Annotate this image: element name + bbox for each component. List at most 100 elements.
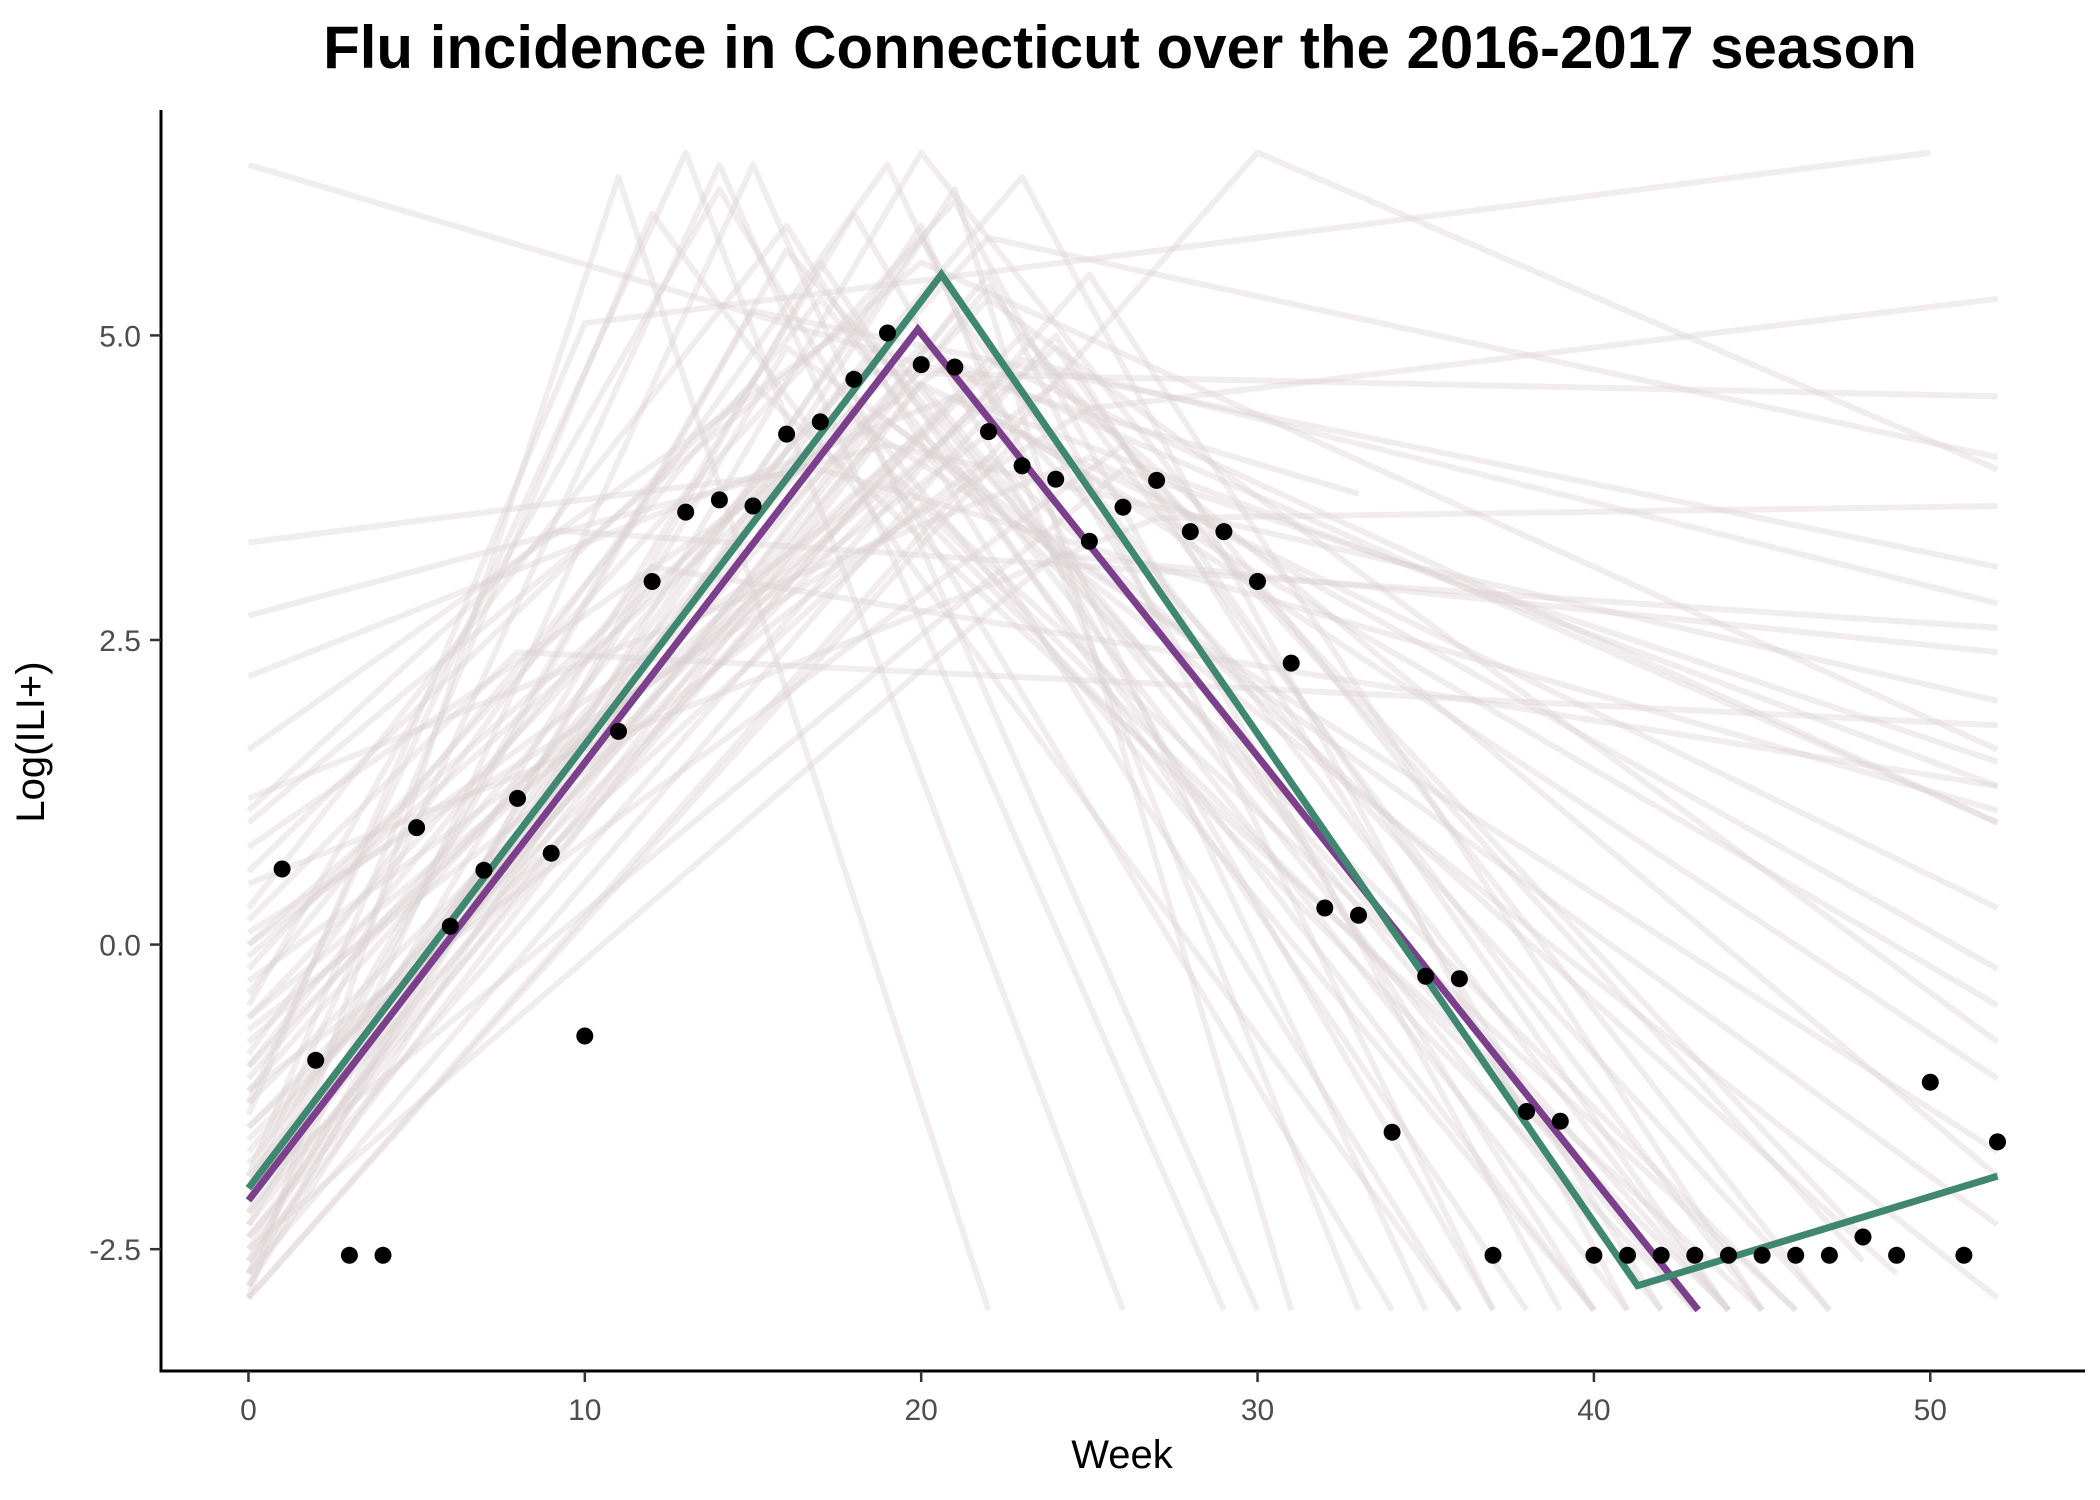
posterior-sample-line — [246, 234, 1597, 1312]
data-point — [610, 722, 627, 740]
posterior-sample-line — [246, 478, 1697, 1313]
posterior-sample-line — [247, 454, 1999, 972]
posterior-sample-line — [246, 356, 1999, 1191]
posterior-sample-line — [246, 442, 1866, 1240]
data-point — [509, 789, 526, 807]
posterior-sample-line — [245, 174, 992, 1312]
posterior-sample-line — [246, 295, 2000, 1069]
data-point — [576, 1027, 594, 1045]
data-point — [1888, 1246, 1906, 1264]
x-tick-label: 20 — [904, 1394, 937, 1427]
posterior-sample-line — [246, 503, 1731, 1313]
data-point — [1484, 1246, 1502, 1264]
posterior-sample-line — [247, 393, 1999, 790]
posterior-sample-line — [246, 417, 2000, 1301]
posterior-sample-line — [246, 381, 2000, 1179]
data-point — [1215, 523, 1233, 541]
posterior-sample-line — [246, 161, 1429, 1312]
fitted-line-2 — [245, 268, 1999, 1290]
posterior-sample-line — [246, 344, 1999, 947]
data-point — [980, 423, 997, 441]
data-point — [307, 1051, 325, 1069]
posterior-sample-line — [245, 161, 1227, 1312]
posterior-sample-line — [247, 442, 1999, 704]
posterior-sample-line — [246, 551, 1998, 1252]
x-tick-label: 0 — [240, 1394, 257, 1427]
x-axis-ticks: 0 10 20 30 40 50 — [240, 1371, 1947, 1427]
data-point — [1854, 1228, 1872, 1246]
posterior-sample-line — [246, 429, 1798, 1313]
data-point — [1249, 573, 1266, 590]
posterior-sample-line — [246, 174, 1631, 1312]
data-point — [340, 1246, 358, 1264]
posterior-sample-line — [245, 186, 1295, 1311]
posterior-sample-line — [245, 149, 1126, 1312]
posterior-sample-line — [246, 295, 1597, 1312]
data-point — [1753, 1246, 1771, 1264]
posterior-sample-line — [246, 527, 1998, 813]
x-tick-label: 40 — [1577, 1394, 1610, 1427]
data-point — [1114, 498, 1132, 516]
posterior-sample-line — [246, 198, 1563, 1312]
posterior-sample-line — [246, 283, 1765, 1312]
posterior-sample-line — [246, 149, 1999, 1300]
data-point — [710, 491, 728, 509]
x-tick-label: 50 — [1914, 1394, 1947, 1427]
posterior-sample-line — [246, 429, 2000, 1300]
y-tick-label: 2.5 — [99, 625, 141, 658]
posterior-sample-line — [246, 222, 1462, 1312]
posterior-sample-line — [246, 454, 1899, 1276]
data-point — [1013, 457, 1031, 475]
posterior-sample-lines — [245, 149, 2000, 1313]
posterior-sample-line — [246, 308, 1731, 1312]
data-point — [912, 356, 930, 374]
data-point — [1921, 1073, 1939, 1091]
posterior-sample-line — [246, 417, 2000, 1155]
posterior-sample-line — [246, 649, 1998, 923]
posterior-sample-line — [245, 149, 1931, 1117]
chart-title: Flu incidence in Connecticut over the 20… — [323, 14, 1917, 81]
posterior-sample-line — [247, 161, 1360, 497]
fitted-lines — [245, 268, 1999, 1313]
data-point — [1417, 967, 1435, 985]
posterior-sample-line — [245, 149, 1832, 1312]
data-point — [1047, 470, 1065, 488]
posterior-sample-line — [246, 381, 1765, 1313]
posterior-sample-line — [245, 161, 1261, 1312]
data-point — [1148, 471, 1166, 489]
fitted-line-1 — [245, 323, 1701, 1313]
posterior-sample-line — [246, 356, 1999, 1142]
data-point — [744, 497, 762, 515]
data-point — [1955, 1246, 1973, 1264]
data-point — [946, 358, 964, 376]
observed-points — [273, 324, 2006, 1264]
posterior-sample-line — [246, 259, 1999, 826]
data-point — [408, 819, 426, 837]
data-point — [1316, 899, 1334, 917]
posterior-sample-line — [246, 381, 1698, 1313]
data-point — [1450, 970, 1468, 988]
y-axis-ticks: -2.5 0.0 2.5 5.0 — [89, 320, 161, 1267]
data-point — [1181, 523, 1199, 541]
data-point — [677, 503, 695, 521]
data-point — [879, 324, 896, 342]
data-point — [1518, 1103, 1536, 1120]
data-point — [1551, 1112, 1569, 1130]
data-point — [1686, 1246, 1704, 1264]
posterior-sample-line — [245, 308, 1999, 1202]
posterior-sample-line — [246, 466, 1999, 1191]
x-tick-label: 30 — [1241, 1394, 1274, 1427]
posterior-sample-line — [246, 271, 1765, 1312]
data-point — [1585, 1246, 1603, 1264]
data-point — [1720, 1246, 1737, 1264]
posterior-sample-line — [248, 466, 1999, 814]
data-point — [643, 573, 661, 590]
posterior-sample-line — [246, 563, 1998, 1069]
data-point — [475, 861, 493, 879]
data-point — [1383, 1123, 1401, 1141]
posterior-sample-line — [247, 503, 1998, 887]
data-point — [1080, 532, 1098, 550]
data-point — [1989, 1133, 2006, 1151]
data-point — [542, 844, 560, 862]
